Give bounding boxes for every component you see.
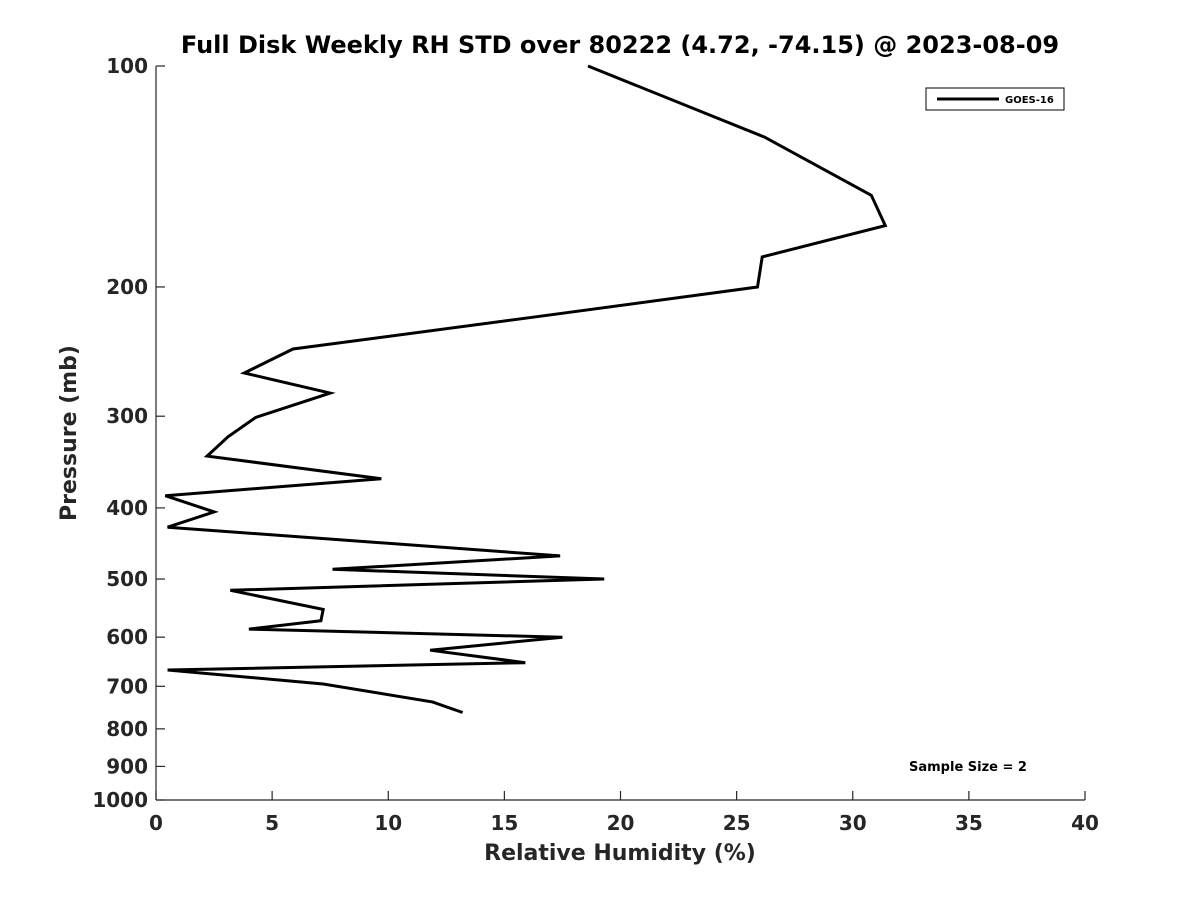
y-tick-label: 900 [106,754,148,778]
x-tick-label: 35 [955,811,983,835]
x-tick-label: 5 [265,811,279,835]
x-tick-label: 20 [607,811,635,835]
x-axis-ticks: 0 5 10 15 20 25 30 35 40 [149,791,1099,835]
y-tick-label: 800 [106,717,148,741]
y-tick-label: 600 [106,625,148,649]
legend-label-goes-16: GOES-16 [1005,95,1054,106]
axes [155,66,1085,801]
x-tick-label: 25 [723,811,751,835]
y-tick-label: 300 [106,404,148,428]
x-tick-label: 15 [490,811,518,835]
x-tick-label: 0 [149,811,163,835]
y-tick-label: 700 [106,674,148,698]
y-tick-label: 200 [106,275,148,299]
x-tick-label: 10 [374,811,402,835]
series-group [164,64,888,714]
y-tick-label: 1000 [92,788,148,812]
sample-size-annotation: Sample Size = 2 [909,760,1027,775]
y-tick-label: 500 [106,567,148,591]
y-axis-ticks: 100 200 300 400 500 600 700 800 900 1000 [92,54,165,812]
x-axis-label: Relative Humidity (%) [484,841,756,866]
y-axis-label: Pressure (mb) [57,345,82,521]
y-tick-label: 100 [106,54,148,78]
chart-title: Full Disk Weekly RH STD over 80222 (4.72… [181,31,1059,59]
legend: GOES-16 [925,87,1065,111]
x-tick-label: 40 [1071,811,1099,835]
x-tick-label: 30 [839,811,867,835]
series-line-goes-16 [164,64,888,714]
y-tick-label: 400 [106,496,148,520]
